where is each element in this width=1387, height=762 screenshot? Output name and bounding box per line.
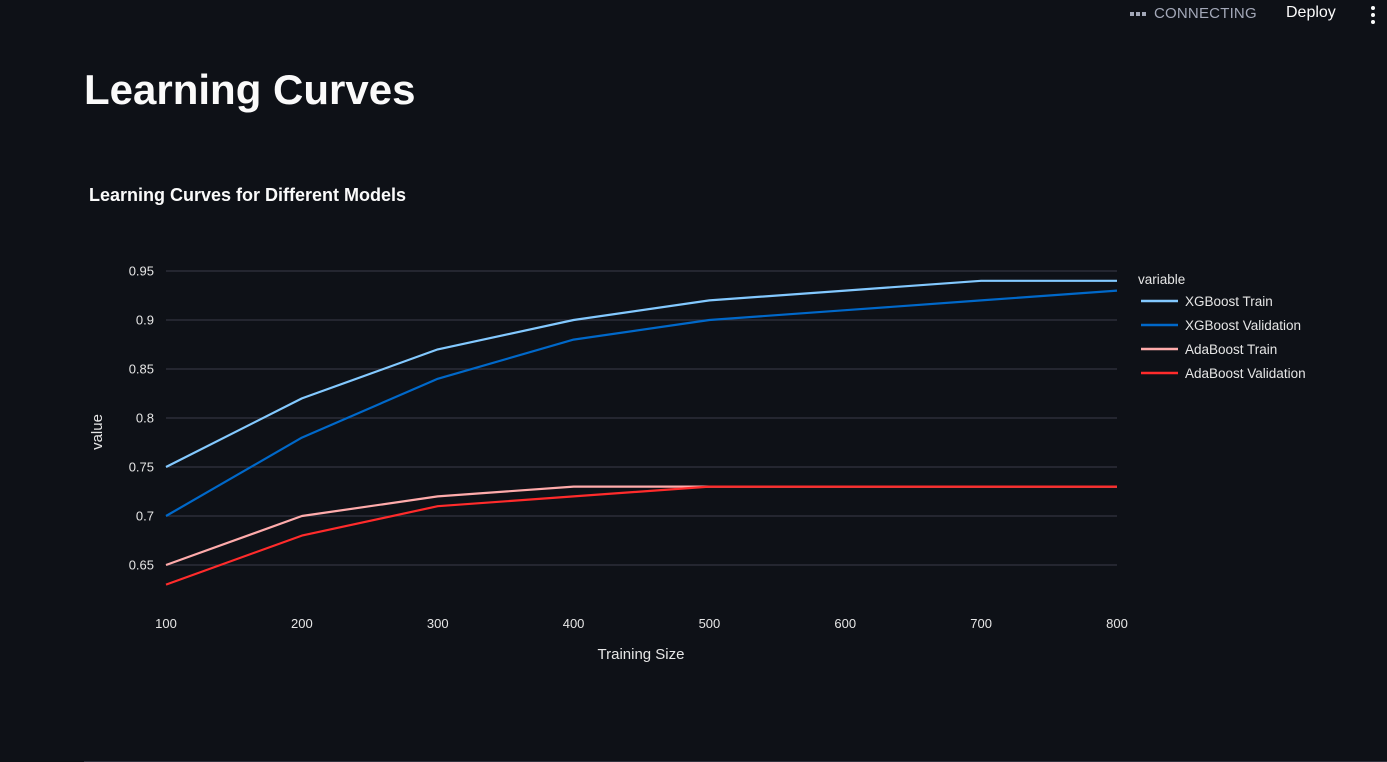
legend-entry: XGBoost Validation (1185, 318, 1301, 333)
x-tick-label: 800 (1106, 616, 1128, 631)
status-text: CONNECTING (1154, 5, 1257, 22)
top-toolbar: CONNECTING Deploy (0, 0, 1387, 28)
deploy-button[interactable]: Deploy (1286, 4, 1336, 22)
chart-legend: variable XGBoost Train XGBoost Validation… (1138, 272, 1306, 381)
legend-entry: XGBoost Train (1185, 294, 1273, 309)
chart-container: Learning Curves for Different Models 0.6… (0, 170, 1387, 690)
x-tick-label: 700 (970, 616, 992, 631)
series-line (166, 487, 1117, 565)
connection-status: CONNECTING (1130, 5, 1257, 22)
series-line (166, 281, 1117, 467)
y-tick-label: 0.95 (129, 264, 154, 279)
legend-entry: AdaBoost Train (1185, 342, 1277, 357)
y-tick-label: 0.9 (136, 313, 154, 328)
x-tick-label: 200 (291, 616, 313, 631)
x-tick-label: 100 (155, 616, 177, 631)
legend-title: variable (1138, 272, 1185, 287)
status-dots-icon (1130, 12, 1146, 16)
x-axis-ticks: 100 200 300 400 500 600 700 800 (155, 616, 1128, 631)
legend-entry: AdaBoost Validation (1185, 366, 1306, 381)
y-tick-label: 0.75 (129, 460, 154, 475)
chart-grid (166, 271, 1117, 565)
y-axis-ticks: 0.65 0.7 0.75 0.8 0.85 0.9 0.95 (129, 264, 154, 573)
page-title: Learning Curves (84, 66, 415, 114)
x-tick-label: 500 (699, 616, 721, 631)
x-tick-label: 600 (834, 616, 856, 631)
y-tick-label: 0.8 (136, 411, 154, 426)
series-line (166, 487, 1117, 585)
y-tick-label: 0.7 (136, 509, 154, 524)
x-tick-label: 400 (563, 616, 585, 631)
x-axis-label: Training Size (598, 646, 685, 663)
y-axis-label: value (89, 414, 106, 450)
x-tick-label: 300 (427, 616, 449, 631)
vertical-dots-icon[interactable] (1369, 5, 1377, 25)
series-line (166, 291, 1117, 516)
chart-series (166, 281, 1117, 585)
y-tick-label: 0.85 (129, 362, 154, 377)
chart-title: Learning Curves for Different Models (89, 185, 406, 205)
line-chart[interactable]: Learning Curves for Different Models 0.6… (0, 170, 1387, 690)
y-tick-label: 0.65 (129, 558, 154, 573)
